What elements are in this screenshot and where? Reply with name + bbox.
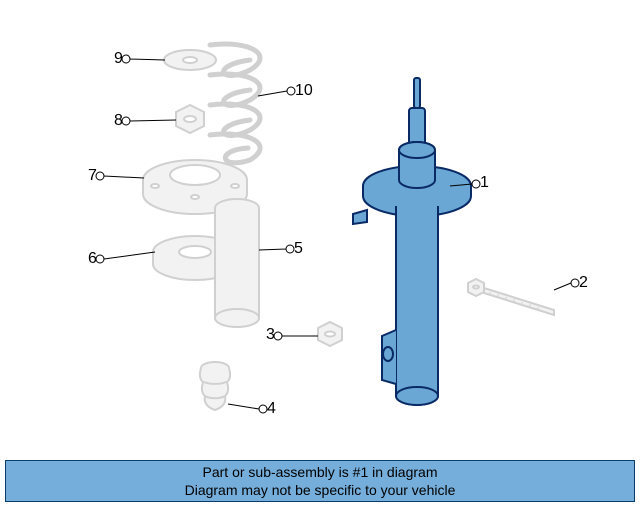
part-8-nut bbox=[176, 105, 204, 133]
callout-2: 2 bbox=[579, 274, 588, 292]
part-2-bolt bbox=[468, 279, 554, 315]
callout-6: 6 bbox=[88, 250, 97, 268]
callout-8: 8 bbox=[114, 112, 123, 130]
inactive-parts bbox=[143, 44, 554, 410]
part-3-nut bbox=[318, 322, 342, 346]
callout-5: 5 bbox=[294, 240, 303, 258]
callout-4: 4 bbox=[267, 400, 276, 418]
callout-10: 10 bbox=[295, 82, 313, 100]
info-banner: Part or sub-assembly is #1 in diagram Di… bbox=[5, 460, 635, 502]
parts-diagram: 1 2 3 4 5 6 7 8 9 10 bbox=[0, 0, 640, 460]
callout-lines bbox=[96, 55, 579, 413]
part-1-strut bbox=[353, 78, 471, 405]
part-5-boot bbox=[215, 199, 259, 327]
part-10-spring bbox=[210, 44, 260, 163]
callout-3: 3 bbox=[266, 326, 275, 344]
callout-7: 7 bbox=[88, 167, 97, 185]
banner-line-2: Diagram may not be specific to your vehi… bbox=[185, 481, 456, 499]
part-4-bumpstop bbox=[200, 362, 230, 410]
callout-9: 9 bbox=[114, 50, 123, 68]
banner-line-1: Part or sub-assembly is #1 in diagram bbox=[203, 463, 438, 481]
callout-1: 1 bbox=[480, 174, 489, 192]
part-9-washer bbox=[164, 50, 216, 70]
